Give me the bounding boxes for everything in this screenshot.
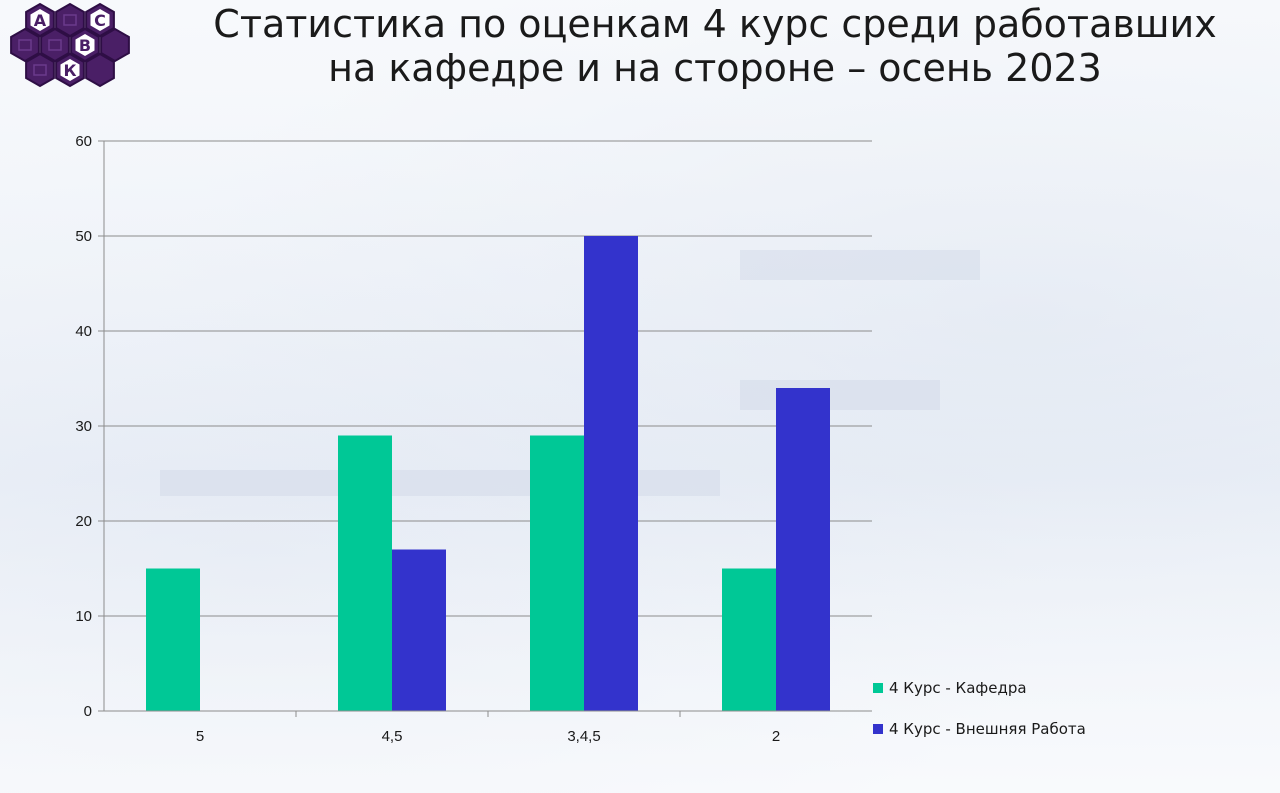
chart-title: Статистика по оценкам 4 курс среди работ… bbox=[150, 2, 1280, 90]
logo-letter-cell bbox=[30, 9, 50, 31]
x-category-label: 2 bbox=[772, 728, 780, 745]
logo-letter: К bbox=[63, 61, 76, 80]
legend-label-external-work: 4 Курс - Внешняя Работа bbox=[889, 720, 1086, 738]
department-logo: А СВК bbox=[10, 2, 130, 88]
bar-kafedra bbox=[146, 568, 200, 711]
logo-chip-icon bbox=[63, 14, 77, 26]
logo-letter-cell bbox=[90, 9, 110, 31]
background-circuit-strip bbox=[740, 380, 940, 410]
logo-hex-cell bbox=[85, 52, 115, 88]
logo-hex-cell bbox=[25, 52, 55, 88]
bar-kafedra bbox=[530, 435, 584, 711]
chart-title-line-2: на кафедре и на стороне – осень 2023 bbox=[328, 46, 1102, 90]
bar-kafedra bbox=[338, 435, 392, 711]
logo-letter-cell bbox=[60, 59, 80, 81]
logo-hex-cell bbox=[100, 27, 130, 63]
chart-legend: 4 Курс - Кафедра 4 Курс - Внешняя Работа bbox=[873, 678, 1173, 760]
background-circuit-strip bbox=[740, 250, 980, 280]
bar-external-work bbox=[584, 236, 638, 711]
x-category-label: 3,4,5 bbox=[567, 728, 600, 745]
legend-swatch-kafedra bbox=[873, 683, 883, 693]
logo-hex-cell bbox=[40, 27, 70, 63]
logo-letter: В bbox=[79, 36, 91, 55]
chart-title-line-1: Статистика по оценкам 4 курс среди работ… bbox=[213, 2, 1217, 46]
legend-item-kafedra: 4 Курс - Кафедра bbox=[873, 678, 1173, 698]
y-tick-label: 10 bbox=[75, 608, 92, 625]
bar-kafedra bbox=[722, 568, 776, 711]
x-category-label: 5 bbox=[196, 728, 204, 745]
x-category-label: 4,5 bbox=[382, 728, 403, 745]
y-tick-label: 50 bbox=[75, 228, 92, 245]
logo-letter-cell bbox=[75, 34, 95, 56]
y-tick-label: 60 bbox=[75, 133, 92, 150]
y-tick-label: 20 bbox=[75, 513, 92, 530]
logo-chip-icon bbox=[48, 39, 62, 51]
legend-label-kafedra: 4 Курс - Кафедра bbox=[889, 679, 1027, 697]
legend-swatch-external-work bbox=[873, 724, 883, 734]
logo-chip-icon bbox=[18, 39, 32, 51]
legend-item-external-work: 4 Курс - Внешняя Работа bbox=[873, 719, 1173, 739]
logo-letter: А bbox=[34, 11, 47, 30]
y-tick-label: 30 bbox=[75, 418, 92, 435]
logo-chip-icon bbox=[33, 64, 47, 76]
y-tick-label: 0 bbox=[84, 703, 92, 720]
logo-letter: С bbox=[94, 11, 106, 30]
bar-external-work bbox=[392, 549, 446, 711]
logo-hex-cell bbox=[10, 27, 40, 63]
bar-external-work bbox=[776, 388, 830, 711]
logo-hex-cell bbox=[55, 2, 85, 38]
y-tick-label: 40 bbox=[75, 323, 92, 340]
